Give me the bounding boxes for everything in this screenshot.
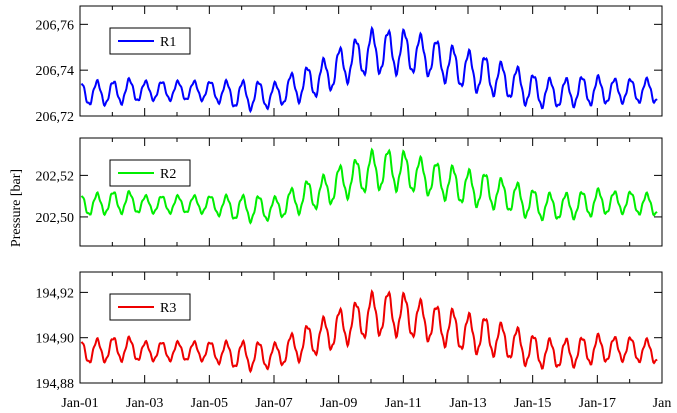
series-line-r3 (80, 288, 658, 374)
y-tick-label: 194,92 (36, 286, 75, 301)
legend-label: R1 (160, 35, 176, 50)
series-line-r1 (80, 25, 658, 114)
y-tick-label: 194,90 (36, 332, 75, 347)
y-tick-label: 206,72 (36, 110, 75, 125)
y-axis-label: Pressure [bar] (9, 169, 24, 247)
legend-label: R2 (160, 167, 176, 182)
x-tick-label: Jan-17 (579, 396, 616, 411)
panel-3: 194,88 194,90 194,92 R3 (36, 271, 663, 392)
y-tick-label: 202,52 (36, 169, 75, 184)
x-tick-label: Jan-01 (61, 396, 98, 411)
x-tick-label: Jan-13 (449, 396, 486, 411)
legend-label: R3 (160, 301, 176, 316)
plot-frame (79, 5, 663, 117)
y-tick-label: 206,76 (36, 18, 75, 33)
x-tick-label: Jan-03 (126, 396, 163, 411)
x-tick-label: Jan-05 (191, 396, 228, 411)
x-tick-label: Jan-07 (255, 396, 292, 411)
y-tick-label: 206,74 (36, 64, 75, 79)
x-tick-label: Jan-15 (514, 396, 551, 411)
x-tick-label: Jan-11 (385, 396, 422, 411)
series-line-r2 (80, 147, 658, 225)
panel-2: 202,50 202,52 R2 (36, 137, 663, 247)
x-tick-label: Jan (653, 396, 672, 411)
y-tick-label: 202,50 (36, 211, 75, 226)
y-tick-label: 194,88 (36, 377, 75, 392)
x-tick-label: Jan-09 (320, 396, 357, 411)
panel-1: 206,72 206,74 206,76 R1 (36, 5, 663, 125)
